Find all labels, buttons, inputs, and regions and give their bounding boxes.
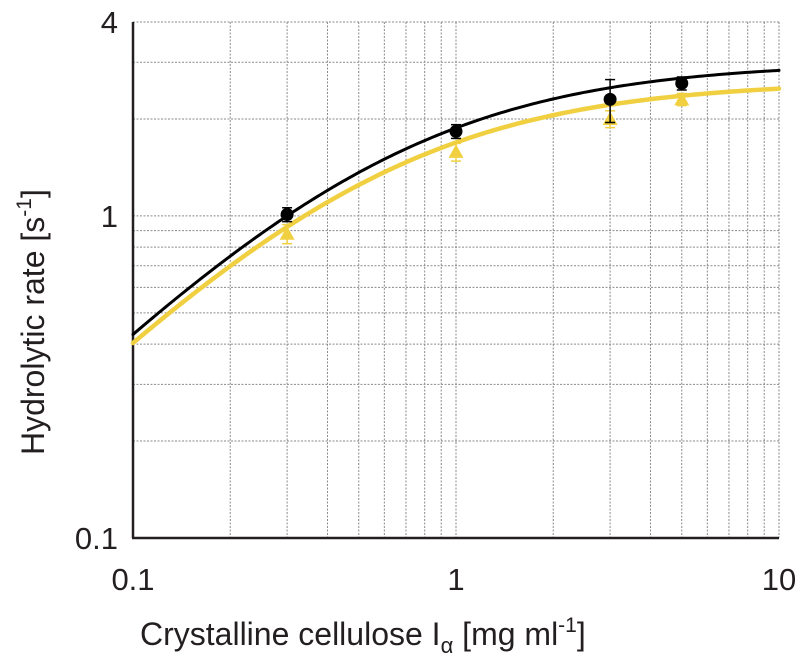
x-tick-label: 1: [447, 562, 464, 597]
data-point-triangle: [448, 144, 464, 158]
x-tick-label: 0.1: [111, 562, 154, 597]
data-point-triangle: [674, 91, 690, 106]
tick-labels: 0.1 1 10 0.1 1 4: [75, 5, 796, 597]
x-axis-title: Crystalline cellulose Iα [mg ml-1]: [140, 614, 586, 658]
data-point-circle: [603, 92, 617, 106]
data-point-circle: [675, 76, 689, 90]
y-axis-title: Hydrolytic rate [s-1]: [13, 189, 51, 455]
data-points: [279, 76, 690, 245]
fit-curve-2: [130, 86, 782, 346]
axes: [131, 22, 779, 540]
data-point-triangle: [279, 226, 295, 240]
y-tick-label: 1: [101, 199, 118, 234]
data-point-circle: [449, 124, 463, 138]
grid: [133, 21, 780, 538]
y-tick-label: 4: [101, 5, 118, 40]
x-tick-label: 10: [762, 562, 796, 597]
data-point-circle: [280, 208, 294, 222]
y-tick-label: 0.1: [75, 521, 118, 556]
